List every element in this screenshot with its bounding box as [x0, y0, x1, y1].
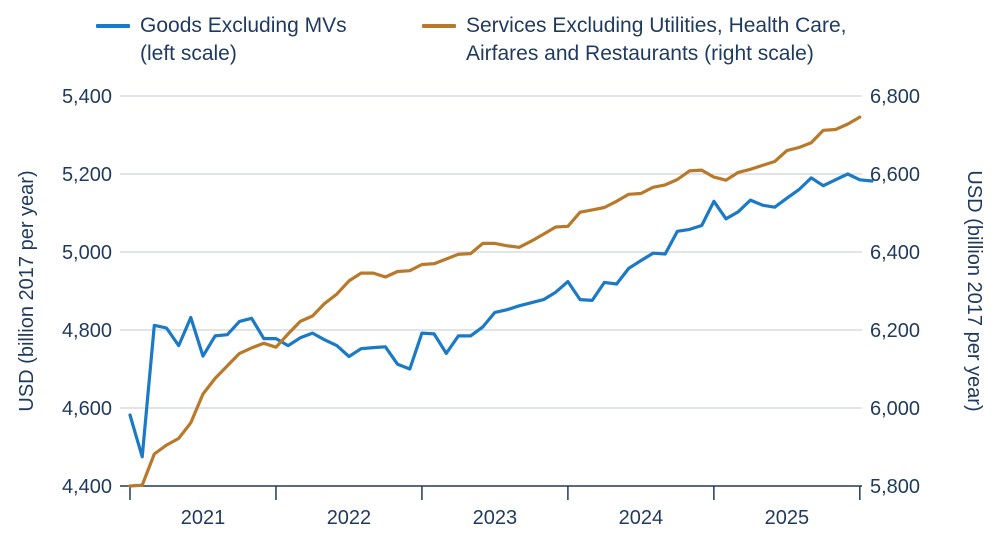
left-tick-label: 4,400 — [62, 476, 112, 498]
left-tick-label: 4,600 — [62, 398, 112, 420]
legend-swatch-goods — [96, 24, 130, 28]
right-tick-label: 6,200 — [870, 320, 920, 342]
right-tick-label: 5,800 — [870, 476, 920, 498]
x-tick-label: 2021 — [181, 507, 226, 529]
axes — [120, 485, 862, 500]
series-line-services — [128, 115, 862, 488]
right-tick-label: 6,600 — [870, 164, 920, 186]
legend-item-services: Services Excluding Utilities, Health Car… — [422, 12, 846, 68]
left-tick-label: 5,000 — [62, 242, 112, 264]
legend-swatch-services — [422, 24, 456, 28]
right-tick-label: 6,400 — [870, 242, 920, 264]
x-tick-label: 2023 — [473, 507, 518, 529]
series-line-goods — [128, 172, 874, 459]
right-tick-label: 6,800 — [870, 86, 920, 108]
left-tick-label: 4,800 — [62, 320, 112, 342]
legend-label-goods: Goods Excluding MVs (left scale) — [140, 14, 347, 65]
left-tick-label: 5,400 — [62, 86, 112, 108]
left-tick-label: 5,200 — [62, 164, 112, 186]
x-tick-label: 2024 — [619, 507, 664, 529]
axis-labels: 4,400 4,600 4,800 5,000 5,200 5,400 5,800 6,000… — [16, 86, 985, 529]
chart-legend: Goods Excluding MVs (left scale) Service… — [96, 12, 976, 74]
legend-item-goods: Goods Excluding MVs (left scale) — [96, 12, 347, 68]
series-lines — [128, 115, 874, 488]
right-tick-label: 6,000 — [870, 398, 920, 420]
x-tick-label: 2025 — [765, 507, 810, 529]
left-axis-title: USD (billion 2017 per year) — [16, 170, 38, 411]
legend-label-services: Services Excluding Utilities, Health Car… — [466, 14, 847, 65]
right-axis-title: USD (billion 2017 per year) — [963, 170, 985, 411]
x-tick-label: 2022 — [327, 507, 372, 529]
